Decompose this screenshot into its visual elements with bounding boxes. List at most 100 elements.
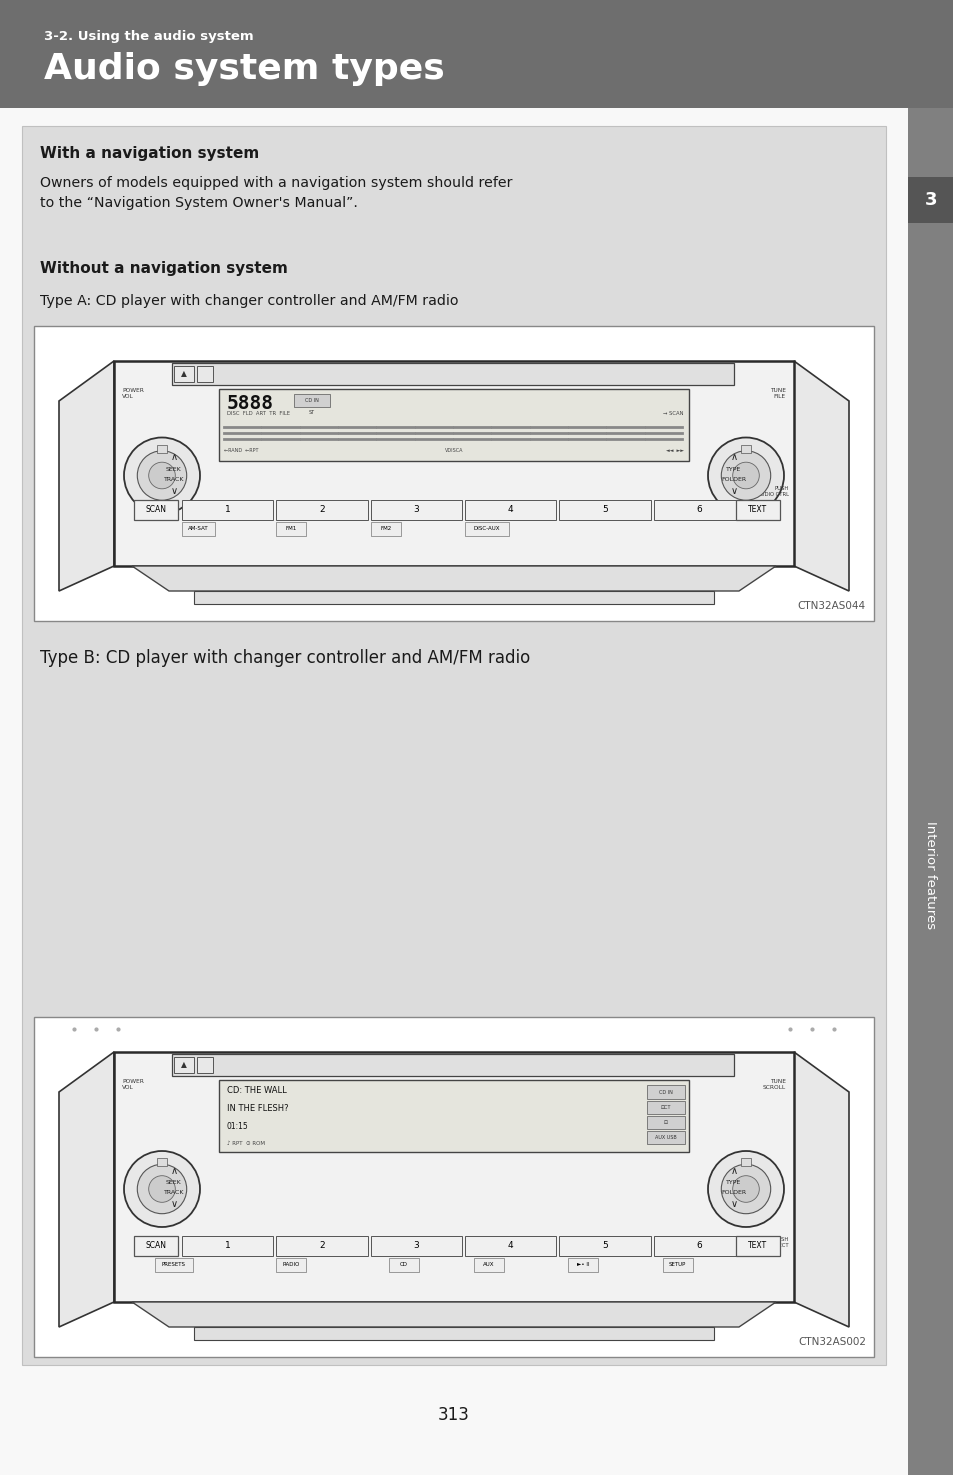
Text: Without a navigation system: Without a navigation system xyxy=(40,261,288,276)
Polygon shape xyxy=(59,361,113,591)
Bar xyxy=(474,1258,503,1271)
Text: PUSH
SELECT: PUSH SELECT xyxy=(768,1238,788,1248)
Bar xyxy=(558,500,650,521)
Text: DISC-AUX: DISC-AUX xyxy=(474,527,499,531)
Text: 01:15: 01:15 xyxy=(227,1122,249,1131)
Text: SCAN: SCAN xyxy=(146,506,167,515)
Bar xyxy=(371,500,461,521)
Bar xyxy=(735,500,780,521)
Text: ▲: ▲ xyxy=(181,370,187,379)
Text: ∨: ∨ xyxy=(730,1199,737,1210)
Text: POWER
VOL: POWER VOL xyxy=(122,388,144,398)
Polygon shape xyxy=(793,1052,848,1328)
Bar xyxy=(34,326,873,621)
Text: 1: 1 xyxy=(225,1242,231,1251)
Bar xyxy=(558,1236,650,1257)
Text: Owners of models equipped with a navigation system should refer
to the “Navigati: Owners of models equipped with a navigat… xyxy=(40,176,512,209)
Text: With a navigation system: With a navigation system xyxy=(40,146,259,161)
Bar xyxy=(173,366,193,382)
Circle shape xyxy=(124,1150,200,1227)
Text: IN THE FLESH?: IN THE FLESH? xyxy=(227,1103,289,1114)
Circle shape xyxy=(137,1164,187,1214)
Circle shape xyxy=(707,438,783,513)
Bar xyxy=(113,1052,793,1302)
Text: ←RAND  ←RPT: ←RAND ←RPT xyxy=(224,448,258,453)
Bar xyxy=(907,108,953,1475)
Text: SETUP: SETUP xyxy=(668,1263,686,1267)
Bar xyxy=(219,1080,688,1152)
Bar xyxy=(371,1236,461,1257)
Text: 1: 1 xyxy=(225,506,231,515)
Circle shape xyxy=(732,1176,759,1202)
Text: RADIO: RADIO xyxy=(282,1263,299,1267)
Text: ∨: ∨ xyxy=(730,485,737,496)
Text: SEEK: SEEK xyxy=(166,468,182,472)
Text: 313: 313 xyxy=(437,1406,470,1423)
Text: → SCAN: → SCAN xyxy=(662,412,683,416)
Bar xyxy=(371,522,400,535)
Text: Type B: CD player with changer controller and AM/FM radio: Type B: CD player with changer controlle… xyxy=(40,649,530,667)
Bar xyxy=(294,394,330,407)
Text: 3: 3 xyxy=(413,506,418,515)
Bar xyxy=(182,500,274,521)
Text: TUNE
FILE: TUNE FILE xyxy=(769,388,785,398)
Text: 6: 6 xyxy=(696,506,701,515)
Bar xyxy=(276,1258,306,1271)
Polygon shape xyxy=(793,361,848,591)
Bar xyxy=(172,363,733,385)
Text: 4: 4 xyxy=(507,506,513,515)
Text: ∨: ∨ xyxy=(171,1199,177,1210)
Polygon shape xyxy=(132,566,775,591)
Text: SCAN: SCAN xyxy=(146,1242,167,1251)
Circle shape xyxy=(707,1150,783,1227)
Text: PRESETS: PRESETS xyxy=(162,1263,186,1267)
Text: FOLDER: FOLDER xyxy=(720,476,746,482)
Text: Audio system types: Audio system types xyxy=(44,52,444,86)
Text: ⊡: ⊡ xyxy=(663,1120,667,1125)
Text: 5888: 5888 xyxy=(227,394,274,413)
Text: 5: 5 xyxy=(601,506,607,515)
Text: 5: 5 xyxy=(601,1242,607,1251)
Bar xyxy=(173,1058,193,1072)
Text: DISC  FLD  ART  TR  FILE: DISC FLD ART TR FILE xyxy=(227,412,290,416)
Bar xyxy=(133,500,178,521)
Text: TRACK: TRACK xyxy=(164,1190,184,1196)
Text: AUX USB: AUX USB xyxy=(655,1134,677,1140)
Circle shape xyxy=(124,438,200,513)
Text: ST: ST xyxy=(309,410,314,414)
Polygon shape xyxy=(193,591,713,603)
Bar xyxy=(154,1258,193,1271)
Text: FM1: FM1 xyxy=(285,527,296,531)
Text: CTN32AS044: CTN32AS044 xyxy=(797,600,865,611)
Text: TYPE: TYPE xyxy=(725,468,740,472)
Text: 3-2. Using the audio system: 3-2. Using the audio system xyxy=(44,30,253,43)
Bar xyxy=(662,1258,692,1271)
Bar xyxy=(276,1236,367,1257)
Bar xyxy=(740,444,750,453)
Text: ⊡CT: ⊡CT xyxy=(660,1105,671,1111)
Text: AUX: AUX xyxy=(483,1263,495,1267)
Bar xyxy=(219,389,688,462)
Text: TEXT: TEXT xyxy=(748,506,767,515)
Circle shape xyxy=(149,462,175,488)
Bar xyxy=(907,177,953,223)
Text: CD IN: CD IN xyxy=(305,398,318,403)
Text: ▲: ▲ xyxy=(181,1061,187,1069)
Bar xyxy=(464,522,509,535)
Text: TUNE
SCROLL: TUNE SCROLL xyxy=(762,1080,785,1090)
Polygon shape xyxy=(59,1052,113,1328)
Bar xyxy=(740,1158,750,1167)
Circle shape xyxy=(149,1176,175,1202)
Circle shape xyxy=(720,451,770,500)
Polygon shape xyxy=(132,1302,775,1328)
Bar xyxy=(113,361,793,566)
Bar xyxy=(34,1016,873,1357)
Text: ∧: ∧ xyxy=(730,1167,737,1176)
Bar xyxy=(646,1131,684,1145)
Bar xyxy=(133,1236,178,1257)
Text: FOLDER: FOLDER xyxy=(720,1190,746,1196)
Bar xyxy=(157,1158,167,1167)
Text: TRACK: TRACK xyxy=(164,476,184,482)
Bar xyxy=(0,0,953,108)
Text: AM-SAT: AM-SAT xyxy=(188,527,209,531)
